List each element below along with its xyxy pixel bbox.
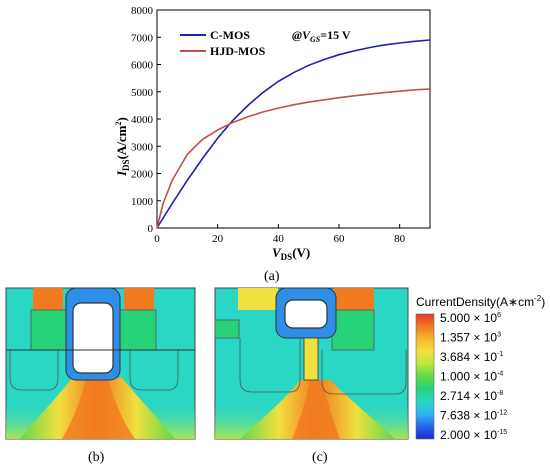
x-tick-label: 40 [273, 233, 285, 245]
y-tick-label: 2000 [131, 169, 154, 181]
simulation-panel-b: (b) [5, 287, 196, 465]
current-core-b [62, 378, 135, 439]
current-core-c [292, 380, 340, 439]
y-tick-label: 5000 [131, 87, 154, 99]
source-contact-left-c [238, 288, 278, 310]
colorbar: CurrentDensity(A∗cm-2) 5.000 × 106 1.357 … [415, 294, 545, 442]
x-tick-label: 20 [212, 233, 224, 245]
p-well-boundary-c [239, 338, 301, 393]
x-tick-label: 60 [334, 233, 346, 245]
y-tick-label: 3000 [131, 141, 154, 153]
legend: C-MOS HJD-MOS [180, 28, 266, 58]
colorbar-labels: 5.000 × 106 1.357 × 103 3.684 × 10-1 1.000 … [440, 311, 507, 442]
y-tick-label: 0 [148, 223, 154, 235]
colorbar-gradient [415, 313, 435, 440]
p-well-boundary-b [9, 350, 59, 391]
y-tick-label: 6000 [131, 60, 154, 72]
colorbar-label: 2.000 × 10-15 [440, 428, 507, 442]
source-contact-right-b [124, 288, 154, 310]
series-line-c-mos [156, 39, 431, 229]
colorbar-label: 5.000 × 106 [440, 311, 501, 325]
p-well-boundary-right-c [321, 350, 407, 395]
gate-oxide-b [72, 302, 114, 374]
y-tick-label: 7000 [131, 32, 154, 44]
series-lines [156, 39, 431, 229]
y-axis-title: IDS(A/cm2) [114, 117, 131, 177]
series-line-hjd-mos [156, 88, 431, 229]
colorbar-label: 1.000 × 10-4 [440, 370, 503, 384]
colorbar-label: 3.684 × 10-1 [440, 350, 503, 364]
body-region-left-b [30, 309, 68, 351]
y-tick-label: 8000 [131, 5, 154, 17]
x-tick-label: 80 [394, 233, 406, 245]
x-axis-title: VDS(V) [272, 245, 310, 262]
body-region-right-c [331, 309, 375, 351]
legend-label-hjd-mos: HJD-MOS [210, 44, 266, 58]
channel-pillar-c [303, 337, 319, 381]
caption-b: (b) [88, 450, 105, 465]
colorbar-title: CurrentDensity(A∗cm-2) [416, 294, 545, 309]
p-well-boundary-right-b [129, 350, 179, 391]
colorbar-label: 2.714 × 10-8 [440, 389, 503, 403]
source-contact-right-c [334, 288, 374, 310]
y-tick-label: 1000 [131, 196, 154, 208]
schottky-contact-c [214, 319, 240, 339]
y-tick-label: 4000 [131, 114, 154, 126]
source-contact-left-b [33, 288, 63, 310]
body-region-right-b [119, 309, 157, 351]
caption-c: (c) [312, 450, 328, 465]
colorbar-label: 7.638 × 10-12 [440, 409, 507, 423]
legend-label-c-mos: C-MOS [210, 28, 250, 42]
simulation-panel-c: (c) [214, 287, 409, 465]
y-ticks: 0 1000 2000 3000 4000 5000 6000 7000 8000 [131, 5, 161, 235]
caption-a: (a) [264, 269, 280, 284]
gate-oxide-c [284, 299, 328, 329]
colorbar-label: 1.357 × 103 [440, 331, 501, 345]
plot-area [156, 9, 431, 229]
x-tick-label: 0 [154, 233, 160, 245]
condition-annotation: @VGS=15 V [292, 28, 351, 44]
chart-a: 0 1000 2000 3000 4000 5000 6000 7000 8000 0 20 40 6… [114, 5, 431, 284]
